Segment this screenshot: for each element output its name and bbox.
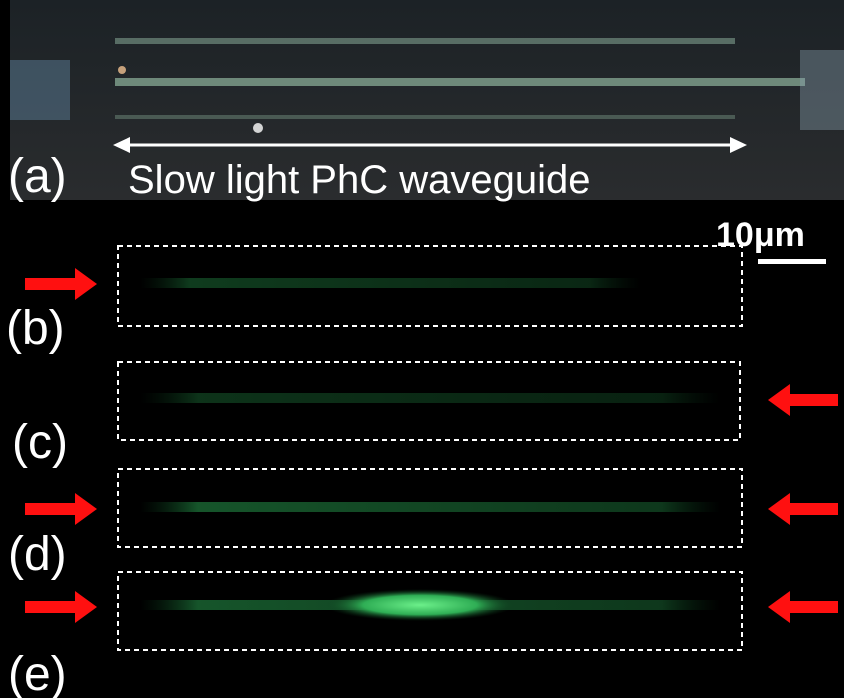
panel-label: (c) (12, 416, 68, 469)
panel-label: (e) (8, 648, 67, 698)
panel-label: (a) (8, 150, 67, 203)
figure: (a) Slow light PhC waveguide 10μm (b) (c… (0, 0, 844, 698)
panel-label: (d) (8, 528, 67, 581)
caption: Slow light PhC waveguide (128, 158, 590, 202)
panel-label: (b) (6, 302, 65, 355)
scale-bar-label: 10μm (716, 216, 805, 254)
scale-bar (758, 259, 826, 264)
